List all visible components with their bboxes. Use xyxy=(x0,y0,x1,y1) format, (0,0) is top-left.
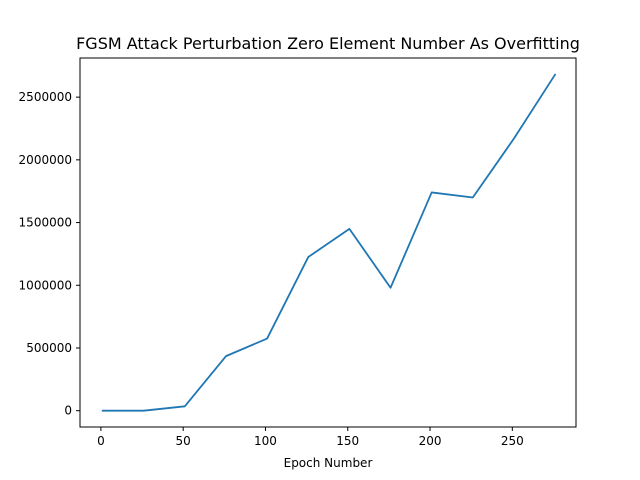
x-tick-label: 150 xyxy=(336,434,359,448)
series-line xyxy=(101,73,557,412)
x-tick-label: 50 xyxy=(176,434,191,448)
x-axis-label: Epoch Number xyxy=(284,456,373,470)
x-axis-ticks: 0 50 100 150 200 250 xyxy=(97,427,524,448)
x-tick-label: 0 xyxy=(97,434,105,448)
series-layer xyxy=(101,73,557,412)
y-axis-ticks: 0 500000 1000000 1500000 2000000 2500000 xyxy=(19,90,80,418)
y-tick-label: 1000000 xyxy=(19,278,72,292)
plot-frame xyxy=(79,57,577,428)
y-tick-label: 1500000 xyxy=(19,216,72,230)
y-tick-label: 500000 xyxy=(26,341,72,355)
x-tick-label: 250 xyxy=(501,434,524,448)
y-tick-label: 2000000 xyxy=(19,153,72,167)
chart-title: FGSM Attack Perturbation Zero Element Nu… xyxy=(76,34,580,53)
x-tick-label: 100 xyxy=(254,434,277,448)
y-tick-label: 0 xyxy=(64,404,72,418)
y-tick-label: 2500000 xyxy=(19,90,72,104)
x-tick-label: 200 xyxy=(419,434,442,448)
